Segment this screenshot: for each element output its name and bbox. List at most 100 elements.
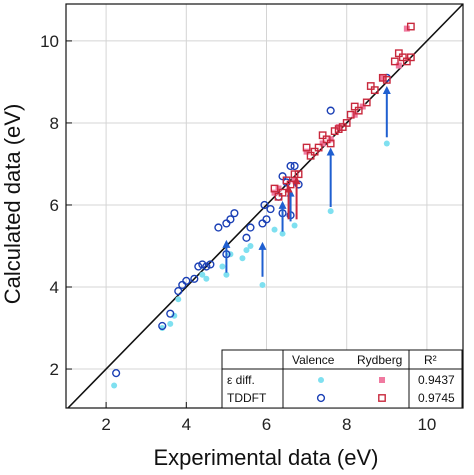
shift-arrow-head xyxy=(292,176,301,185)
data-point-tddft-rydberg xyxy=(378,73,387,82)
data-point-eps-valence xyxy=(203,275,210,282)
data-point-tddft-valence xyxy=(198,260,207,269)
data-point-tddft-valence xyxy=(286,161,295,171)
y-tick-label: 6 xyxy=(50,196,59,215)
data-point-eps-rydberg xyxy=(379,74,386,81)
data-point-tddft-rydberg xyxy=(406,53,415,62)
legend-markers xyxy=(316,377,386,403)
legend: Valence Rydberg R² ε diff. TDDFT 0.9437 … xyxy=(221,349,463,409)
legend-marker-tddft-rydberg xyxy=(378,394,386,402)
data-point-tddft-valence xyxy=(202,262,211,271)
data-point-tddft-valence xyxy=(226,215,235,224)
data-point-eps-rydberg xyxy=(359,103,366,110)
data-point-tddft-valence xyxy=(112,369,121,378)
shift-arrow-head xyxy=(278,200,287,209)
data-point-eps-rydberg xyxy=(303,148,310,155)
data-point-tddft-rydberg xyxy=(390,57,399,66)
data-point-eps-valence xyxy=(271,226,278,233)
legend-row-tddft-r2: 0.9745 xyxy=(418,391,455,405)
data-point-tddft-rydberg xyxy=(334,125,343,133)
data-point-tddft-valence xyxy=(326,106,335,115)
data-point-tddft-rydberg xyxy=(294,170,303,179)
data-point-tddft-valence xyxy=(174,287,183,296)
data-point-tddft-valence xyxy=(214,223,223,232)
data-point-tddft-valence xyxy=(278,172,287,181)
x-axis-title: Experimental data (eV) xyxy=(154,445,379,470)
data-point-eps-valence xyxy=(171,312,178,319)
data-point-tddft-rydberg xyxy=(282,176,291,185)
data-point-tddft-valence xyxy=(190,274,199,283)
data-point-eps-valence xyxy=(111,382,118,389)
data-point-tddft-rydberg xyxy=(330,127,339,136)
data-point-tddft-rydberg xyxy=(314,143,323,152)
shift-arrow-head xyxy=(258,241,267,250)
x-tick-label: 4 xyxy=(182,415,191,434)
data-point-tddft-rydberg xyxy=(286,180,295,189)
data-point-eps-valence xyxy=(239,255,246,262)
legend-row-eps-label: ε diff. xyxy=(227,373,255,387)
data-point-tddft-valence xyxy=(260,200,269,210)
data-point-eps-valence xyxy=(247,242,254,249)
data-point-tddft-valence xyxy=(266,204,275,214)
data-point-eps-rydberg xyxy=(335,124,342,131)
data-point-eps-valence xyxy=(291,222,298,229)
data-point-tddft-rydberg xyxy=(302,143,311,152)
data-point-tddft-rydberg xyxy=(398,53,407,62)
data-point-eps-valence xyxy=(175,296,182,303)
data-point-tddft-rydberg xyxy=(382,75,391,84)
legend-box xyxy=(221,349,463,409)
y-tick-label: 4 xyxy=(50,278,59,297)
legend-marker-eps-rydberg xyxy=(379,377,385,383)
shift-arrow-head xyxy=(382,86,391,95)
shift-arrow-head xyxy=(326,147,335,156)
data-point-tddft-valence xyxy=(166,309,175,318)
data-point-eps-rydberg xyxy=(351,111,358,118)
data-point-tddft-rydberg xyxy=(394,49,403,58)
data-point-tddft-rydberg xyxy=(318,131,327,140)
data-point-tddft-valence xyxy=(262,215,271,224)
legend-marker-eps-valence xyxy=(318,377,324,383)
legend-header-r2: R² xyxy=(424,353,437,367)
data-point-tddft-rydberg xyxy=(310,147,319,156)
identity-line xyxy=(67,3,464,409)
y-tick-label: 8 xyxy=(50,114,59,133)
data-point-tddft-rydberg xyxy=(274,192,283,201)
diagonal-layer xyxy=(67,3,464,409)
legend-header-rydberg: Rydberg xyxy=(357,353,402,367)
data-point-eps-valence xyxy=(219,263,226,270)
data-point-eps-rydberg xyxy=(327,136,334,143)
data-point-tddft-rydberg xyxy=(362,98,371,107)
data-point-eps-rydberg xyxy=(403,25,410,32)
data-point-eps-rydberg xyxy=(395,62,402,69)
y-tick-label: 10 xyxy=(40,32,59,51)
data-point-eps-valence xyxy=(223,271,230,278)
data-point-tddft-rydberg xyxy=(290,170,299,179)
data-point-tddft-rydberg xyxy=(406,22,415,31)
y-tick-label: 2 xyxy=(50,360,59,379)
data-point-eps-valence xyxy=(167,320,174,327)
data-point-tddft-rydberg xyxy=(270,184,279,193)
data-point-tddft-valence xyxy=(182,276,191,285)
data-point-tddft-valence xyxy=(290,161,299,171)
data-point-tddft-rydberg xyxy=(354,106,363,115)
x-tick-label: 6 xyxy=(262,415,271,434)
x-tick-label: 2 xyxy=(101,415,110,434)
legend-header-valence: Valence xyxy=(292,353,335,367)
points-layer xyxy=(111,22,415,389)
shift-arrow-head xyxy=(284,184,293,193)
data-point-tddft-valence xyxy=(230,209,239,218)
data-point-eps-valence xyxy=(243,247,250,254)
data-point-tddft-rydberg xyxy=(322,135,331,144)
data-point-tddft-valence xyxy=(206,260,215,269)
ticks-layer: 2 4 6 8 10 2 4 6 8 10 xyxy=(40,32,436,434)
data-point-tddft-rydberg xyxy=(278,188,287,197)
data-point-tddft-rydberg xyxy=(326,139,335,148)
data-point-tddft-valence xyxy=(258,219,267,228)
data-point-eps-rydberg xyxy=(275,185,282,192)
data-point-tddft-rydberg xyxy=(402,57,411,66)
shift-arrow-head xyxy=(222,239,231,248)
data-point-eps-valence xyxy=(279,230,286,237)
legend-row-eps-r2: 0.9437 xyxy=(418,373,455,387)
data-point-tddft-valence xyxy=(242,233,251,242)
